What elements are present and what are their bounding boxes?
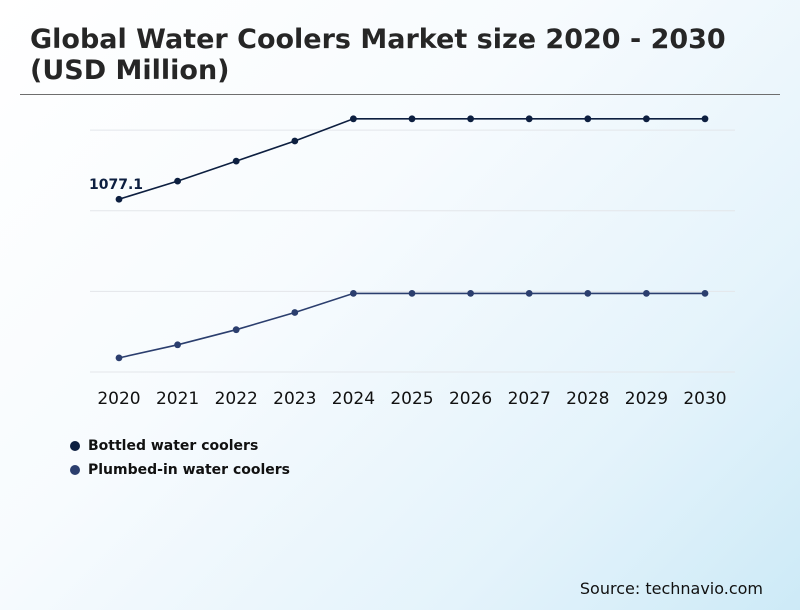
x-tick-label-2026: 2026 [449, 389, 492, 409]
data-point-1-7[interactable] [525, 289, 533, 297]
legend-label-bottled: Bottled water coolers [88, 438, 259, 454]
x-tick-label-2025: 2025 [390, 389, 433, 409]
title-divider [20, 94, 780, 95]
legend-item-bottled[interactable]: Bottled water coolers [70, 434, 290, 458]
legend: Bottled water coolers Plumbed-in water c… [70, 434, 290, 482]
x-axis-ticks: 2020 2021 2022 2023 2024 2025 2026 2027 2028 2029… [97, 389, 726, 409]
data-point-1-10[interactable] [701, 289, 709, 297]
data-point-1-8[interactable] [584, 289, 592, 297]
legend-marker-bottled [70, 441, 80, 451]
data-point-0-1[interactable] [174, 177, 182, 185]
data-point-1-2[interactable] [232, 326, 240, 334]
gridlines [90, 129, 735, 373]
data-point-1-6[interactable] [467, 289, 474, 297]
x-tick-label-2020: 2020 [97, 389, 140, 409]
x-tick-label-2021: 2021 [156, 389, 199, 409]
series-points [115, 115, 709, 362]
data-point-0-8[interactable] [584, 115, 592, 123]
data-point-1-1[interactable] [174, 341, 182, 349]
data-point-0-10[interactable] [701, 115, 709, 123]
data-point-1-0[interactable] [115, 354, 123, 362]
series-lines [118, 118, 705, 359]
x-tick-label-2030: 2030 [683, 389, 726, 409]
line-chart: 1077.1 2020 2021 2022 2023 2024 2025 2026 2027 2… [89, 115, 735, 409]
data-point-0-7[interactable] [525, 115, 533, 123]
data-point-0-3[interactable] [291, 137, 299, 145]
data-labels: 1077.1 [89, 177, 143, 193]
data-point-0-0[interactable] [115, 195, 123, 203]
x-tick-label-2024: 2024 [332, 389, 375, 409]
data-point-0-4[interactable] [350, 115, 357, 123]
data-point-1-4[interactable] [350, 289, 357, 297]
data-point-0-6[interactable] [467, 115, 474, 123]
x-tick-label-2022: 2022 [215, 389, 258, 409]
data-point-0-9[interactable] [643, 115, 650, 123]
data-point-1-5[interactable] [408, 289, 416, 297]
x-tick-label-2028: 2028 [566, 389, 609, 409]
legend-item-plumbed-in[interactable]: Plumbed-in water coolers [70, 458, 290, 482]
data-point-0-5[interactable] [408, 115, 416, 123]
chart-title: Global Water Coolers Market size 2020 - … [30, 24, 726, 86]
x-tick-label-2023: 2023 [273, 389, 316, 409]
data-label-0: 1077.1 [89, 177, 143, 193]
series-line-0 [118, 118, 705, 200]
source-credit: Source: technavio.com [579, 579, 763, 598]
data-point-0-2[interactable] [232, 157, 240, 165]
x-tick-label-2029: 2029 [625, 389, 668, 409]
x-tick-label-2027: 2027 [508, 389, 551, 409]
legend-marker-plumbed-in [70, 465, 80, 475]
series-line-1 [118, 292, 705, 359]
data-point-1-3[interactable] [291, 309, 299, 316]
data-point-1-9[interactable] [643, 289, 650, 297]
legend-label-plumbed-in: Plumbed-in water coolers [88, 462, 291, 478]
